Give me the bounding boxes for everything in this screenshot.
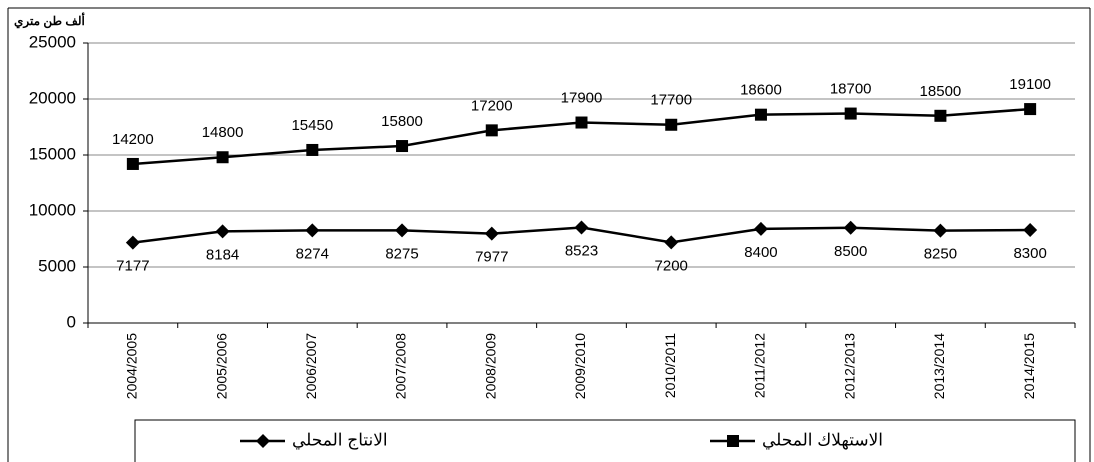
legend-label: الانتاج المحلي <box>292 430 388 450</box>
x-tick-label: 2008/2009 <box>482 333 498 399</box>
data-label: 15800 <box>381 113 423 130</box>
legend-marker <box>256 434 270 448</box>
data-point <box>485 124 498 137</box>
x-tick-label: 2004/2005 <box>124 333 140 399</box>
y-tick-label: 5000 <box>38 256 76 275</box>
data-label: 18500 <box>920 83 962 100</box>
data-point <box>305 223 320 238</box>
data-label: 8523 <box>565 243 598 260</box>
data-point <box>215 224 230 239</box>
data-point <box>753 221 768 236</box>
data-point <box>395 223 410 238</box>
x-tick-label: 2014/2015 <box>1021 333 1037 399</box>
data-point <box>933 223 948 238</box>
y-axis-title: ألف طن متري <box>14 13 85 29</box>
data-point <box>843 220 858 235</box>
x-tick-label: 2009/2010 <box>572 333 588 399</box>
data-label: 18600 <box>740 82 782 99</box>
y-tick-label: 10000 <box>29 200 76 219</box>
data-point <box>126 157 139 170</box>
x-tick-label: 2013/2014 <box>931 333 947 399</box>
x-tick-label: 2005/2006 <box>213 333 229 399</box>
data-point <box>665 118 678 131</box>
data-point <box>664 235 679 250</box>
data-point <box>1023 223 1038 238</box>
legend-label: الاستهلاك المحلي <box>762 430 883 450</box>
legend-marker <box>727 435 739 447</box>
data-point <box>396 140 409 153</box>
y-tick-label: 25000 <box>29 32 76 51</box>
data-label: 7177 <box>116 258 149 275</box>
x-tick-label: 2006/2007 <box>303 333 319 399</box>
data-label: 17900 <box>561 89 603 106</box>
data-label: 19100 <box>1009 76 1051 93</box>
data-label: 8184 <box>206 246 239 263</box>
data-label: 7977 <box>475 249 508 266</box>
y-tick-label: 0 <box>67 312 76 331</box>
data-point <box>934 109 947 122</box>
data-label: 18700 <box>830 81 872 98</box>
y-tick-label: 15000 <box>29 144 76 163</box>
data-point <box>844 107 857 120</box>
data-label: 8274 <box>296 245 329 262</box>
data-label: 8400 <box>744 244 777 261</box>
x-tick-label: 2012/2013 <box>841 333 857 399</box>
y-tick-label: 20000 <box>29 88 76 107</box>
data-point <box>1024 103 1037 116</box>
data-point <box>574 220 589 235</box>
x-tick-label: 2011/2012 <box>752 333 768 398</box>
data-label: 15450 <box>291 117 333 134</box>
data-point <box>484 226 499 241</box>
data-label: 17200 <box>471 97 513 114</box>
data-label: 7200 <box>655 257 688 274</box>
data-label: 8300 <box>1013 245 1046 262</box>
x-tick-label: 2010/2011 <box>662 333 678 398</box>
data-point <box>575 116 588 129</box>
data-label: 14800 <box>202 124 244 141</box>
data-label: 8275 <box>385 245 418 262</box>
data-point <box>754 108 767 121</box>
x-tick-label: 2007/2008 <box>393 333 409 399</box>
data-label: 17700 <box>650 92 692 109</box>
data-label: 8250 <box>924 246 957 263</box>
data-label: 14200 <box>112 131 154 148</box>
data-point <box>306 143 319 156</box>
data-label: 8500 <box>834 243 867 260</box>
data-point <box>125 235 140 250</box>
legend-box <box>134 419 1076 462</box>
data-point <box>216 151 229 164</box>
